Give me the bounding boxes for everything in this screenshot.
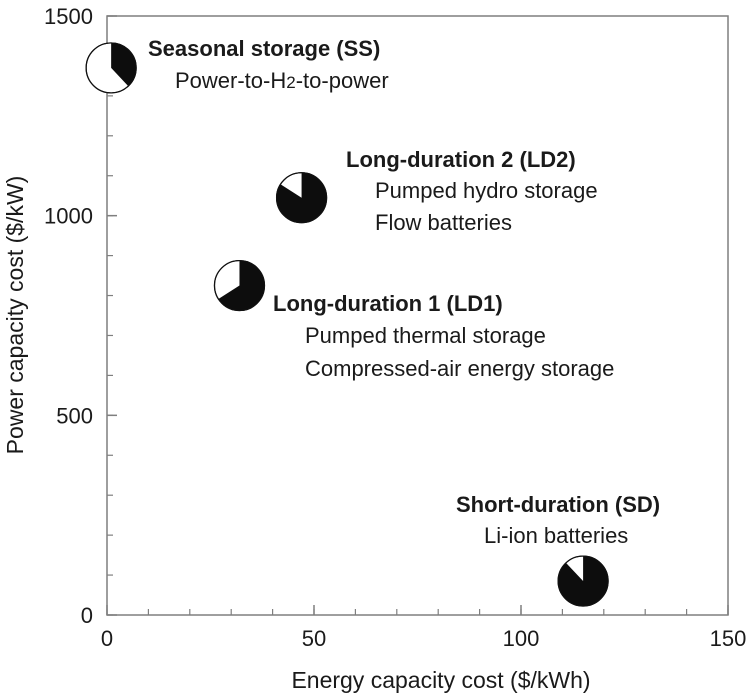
pie-filled-slice bbox=[276, 172, 327, 223]
pie-filled-slice bbox=[111, 42, 137, 87]
label-ld2-technology: Flow batteries bbox=[375, 210, 512, 235]
y-tick-label: 1500 bbox=[44, 4, 93, 29]
pie-outline bbox=[85, 42, 137, 94]
pie-filled-slice bbox=[558, 556, 609, 607]
pie-marker-sd bbox=[557, 555, 609, 607]
label-ld2-name: Long-duration 2 (LD2) bbox=[346, 147, 576, 172]
pie-filled-slice bbox=[218, 260, 265, 311]
label-ss-subscript: 2 bbox=[286, 73, 295, 92]
plot-frame bbox=[106, 15, 729, 616]
point-labels: Seasonal storage (SS) Power-to-H2-to-powe… bbox=[148, 36, 660, 548]
y-tick-label: 1000 bbox=[44, 204, 93, 229]
label-ss-part: -to-power bbox=[296, 68, 389, 93]
y-axis-title: Power capacity cost ($/kW) bbox=[2, 176, 28, 455]
x-tick-label: 0 bbox=[101, 626, 113, 651]
x-tick-label: 100 bbox=[503, 626, 540, 651]
pie-markers bbox=[85, 42, 609, 607]
x-axis-title: Energy capacity cost ($/kWh) bbox=[291, 667, 590, 693]
pie-marker-ss bbox=[85, 42, 137, 94]
label-ld1-name: Long-duration 1 (LD1) bbox=[273, 291, 503, 316]
label-ss-name: Seasonal storage (SS) bbox=[148, 36, 380, 61]
label-sd-name: Short-duration (SD) bbox=[456, 492, 660, 517]
pie-outline bbox=[213, 259, 266, 312]
pie-marker-ld2 bbox=[275, 172, 328, 224]
label-sd-technology: Li-ion batteries bbox=[484, 523, 628, 548]
label-ld2-technology: Pumped hydro storage bbox=[375, 178, 598, 203]
x-tick-label: 50 bbox=[302, 626, 326, 651]
y-tick-label: 500 bbox=[56, 403, 93, 428]
label-ss-part: Power-to-H bbox=[175, 68, 286, 93]
plot-border bbox=[106, 15, 729, 616]
y-tick-label: 0 bbox=[81, 603, 93, 628]
pie-outline bbox=[275, 172, 328, 224]
x-tick-label: 150 bbox=[710, 626, 747, 651]
label-ld1-technology: Compressed-air energy storage bbox=[305, 356, 614, 381]
pie-marker-ld1 bbox=[213, 259, 266, 312]
label-ld1-technology: Pumped thermal storage bbox=[305, 323, 546, 348]
pie-outline bbox=[557, 555, 609, 607]
label-ss-technology: Power-to-H2-to-power bbox=[175, 68, 389, 93]
